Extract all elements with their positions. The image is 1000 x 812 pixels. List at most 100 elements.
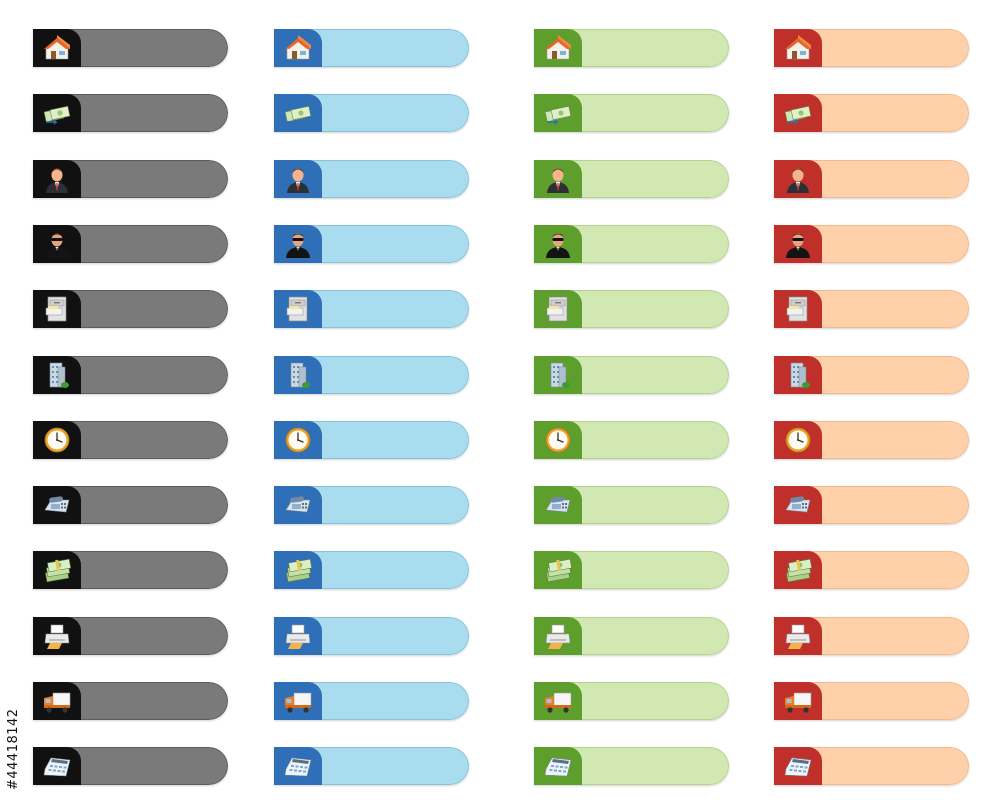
green-house-button[interactable]: [534, 29, 729, 67]
green-calculator-button[interactable]: [534, 747, 729, 785]
green-businessman-button[interactable]: [534, 160, 729, 198]
red-printer-button[interactable]: [774, 617, 969, 655]
calculator-icon: [42, 751, 72, 781]
icon-tab: [774, 94, 822, 132]
red-money-transfer-button[interactable]: [774, 94, 969, 132]
green-money-transfer-button[interactable]: [534, 94, 729, 132]
clock-icon: [283, 425, 313, 455]
blue-office-building-button[interactable]: [274, 356, 469, 394]
blue-clock-button[interactable]: [274, 421, 469, 459]
blue-printer-button[interactable]: [274, 617, 469, 655]
red-calculator-button[interactable]: [774, 747, 969, 785]
black-calculator-button[interactable]: [33, 747, 228, 785]
icon-tab: [274, 356, 322, 394]
printer-icon: [783, 621, 813, 651]
icon-tab: [774, 29, 822, 67]
icon-tab: [274, 486, 322, 524]
black-telephone-button[interactable]: [33, 486, 228, 524]
calculator-icon: [783, 751, 813, 781]
red-file-cabinet-button[interactable]: [774, 290, 969, 328]
green-clock-button[interactable]: [534, 421, 729, 459]
icon-tab: [274, 421, 322, 459]
blue-money-transfer-button[interactable]: [274, 94, 469, 132]
icon-tab: [33, 486, 81, 524]
icon-tab: [534, 486, 582, 524]
black-house-button[interactable]: [33, 29, 228, 67]
delivery-truck-icon: [783, 686, 813, 716]
icon-tab: [774, 421, 822, 459]
green-office-building-button[interactable]: [534, 356, 729, 394]
blue-businessman-button[interactable]: [274, 160, 469, 198]
black-security-guard-button[interactable]: [33, 225, 228, 263]
delivery-truck-icon: [283, 686, 313, 716]
blue-file-cabinet-button[interactable]: [274, 290, 469, 328]
green-delivery-truck-button[interactable]: [534, 682, 729, 720]
black-file-cabinet-button[interactable]: [33, 290, 228, 328]
green-money-stack-button[interactable]: [534, 551, 729, 589]
black-office-building-button[interactable]: [33, 356, 228, 394]
red-money-stack-button[interactable]: [774, 551, 969, 589]
icon-tab: [534, 160, 582, 198]
icon-tab: [274, 29, 322, 67]
black-clock-button[interactable]: [33, 421, 228, 459]
blue-house-button[interactable]: [274, 29, 469, 67]
red-telephone-button[interactable]: [774, 486, 969, 524]
blue-security-guard-button[interactable]: [274, 225, 469, 263]
calculator-icon: [283, 751, 313, 781]
black-businessman-button[interactable]: [33, 160, 228, 198]
telephone-icon: [543, 490, 573, 520]
money-transfer-icon: [543, 98, 573, 128]
red-office-building-button[interactable]: [774, 356, 969, 394]
black-money-transfer-button[interactable]: [33, 94, 228, 132]
house-icon: [283, 33, 313, 63]
house-icon: [543, 33, 573, 63]
telephone-icon: [283, 490, 313, 520]
icon-tab: [774, 747, 822, 785]
security-guard-icon: [283, 229, 313, 259]
file-cabinet-icon: [283, 294, 313, 324]
blue-telephone-button[interactable]: [274, 486, 469, 524]
money-transfer-icon: [283, 98, 313, 128]
green-printer-button[interactable]: [534, 617, 729, 655]
green-telephone-button[interactable]: [534, 486, 729, 524]
money-transfer-icon: [783, 98, 813, 128]
green-file-cabinet-button[interactable]: [534, 290, 729, 328]
icon-tab: [774, 486, 822, 524]
icon-tab: [274, 225, 322, 263]
red-clock-button[interactable]: [774, 421, 969, 459]
black-money-stack-button[interactable]: [33, 551, 228, 589]
icon-tab: [33, 94, 81, 132]
blue-delivery-truck-button[interactable]: [274, 682, 469, 720]
icon-tab: [274, 617, 322, 655]
businessman-icon: [42, 164, 72, 194]
icon-tab: [534, 551, 582, 589]
red-businessman-button[interactable]: [774, 160, 969, 198]
red-delivery-truck-button[interactable]: [774, 682, 969, 720]
black-delivery-truck-button[interactable]: [33, 682, 228, 720]
businessman-icon: [543, 164, 573, 194]
blue-calculator-button[interactable]: [274, 747, 469, 785]
icon-tab: [534, 747, 582, 785]
telephone-icon: [783, 490, 813, 520]
delivery-truck-icon: [543, 686, 573, 716]
blue-money-stack-button[interactable]: [274, 551, 469, 589]
icon-tab: [274, 160, 322, 198]
clock-icon: [543, 425, 573, 455]
money-transfer-icon: [42, 98, 72, 128]
icon-tab: [774, 617, 822, 655]
red-house-button[interactable]: [774, 29, 969, 67]
office-building-icon: [543, 360, 573, 390]
file-cabinet-icon: [783, 294, 813, 324]
icon-tab: [33, 551, 81, 589]
icon-tab: [534, 421, 582, 459]
house-icon: [42, 33, 72, 63]
icon-tab: [534, 29, 582, 67]
file-cabinet-icon: [42, 294, 72, 324]
icon-tab: [774, 225, 822, 263]
black-printer-button[interactable]: [33, 617, 228, 655]
icon-tab: [33, 29, 81, 67]
green-security-guard-button[interactable]: [534, 225, 729, 263]
security-guard-icon: [783, 229, 813, 259]
red-security-guard-button[interactable]: [774, 225, 969, 263]
icon-tab: [534, 94, 582, 132]
